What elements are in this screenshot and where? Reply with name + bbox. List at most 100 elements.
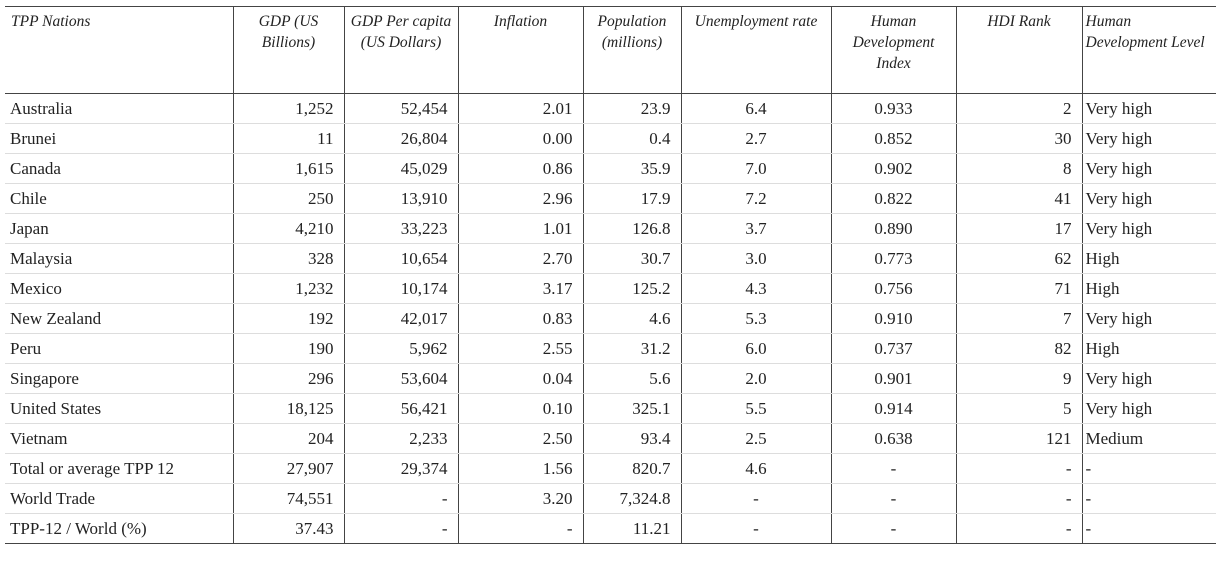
data-cell: 5 [955, 393, 1082, 424]
data-cell: 0.04 [457, 363, 583, 394]
data-cell: 30 [955, 123, 1082, 154]
data-cell: 8 [955, 153, 1082, 184]
data-cell: - [955, 483, 1082, 514]
column-header: Population (millions) [582, 6, 681, 94]
data-cell: 62 [955, 243, 1082, 274]
data-cell: 7,324.8 [582, 483, 681, 514]
nation-cell: United States [5, 393, 233, 424]
data-cell: Very high [1081, 363, 1216, 394]
nation-cell: Vietnam [5, 423, 233, 454]
nation-cell: Mexico [5, 273, 233, 304]
data-cell: High [1081, 243, 1216, 274]
data-cell: 2.01 [457, 93, 583, 124]
data-cell: 0.86 [457, 153, 583, 184]
data-cell: 0.737 [830, 333, 956, 364]
data-cell: 7.2 [680, 183, 831, 214]
data-cell: 0.00 [457, 123, 583, 154]
data-cell: 0.4 [582, 123, 681, 154]
data-cell: High [1081, 333, 1216, 364]
table-row: Malaysia 328 10,654 2.70 30.7 3.0 0.773 62 High [5, 243, 1216, 274]
data-cell: 17 [955, 213, 1082, 244]
nation-cell: Singapore [5, 363, 233, 394]
data-cell: 2.70 [457, 243, 583, 274]
column-header: HDI Rank [955, 6, 1082, 94]
data-cell: 820.7 [582, 453, 681, 484]
nation-cell: Brunei [5, 123, 233, 154]
data-cell: 0.10 [457, 393, 583, 424]
data-cell: 53,604 [343, 363, 458, 394]
nation-cell: World Trade [5, 483, 233, 514]
nation-cell: Total or average TPP 12 [5, 453, 233, 484]
data-cell: 1,252 [232, 93, 344, 124]
data-cell: 190 [232, 333, 344, 364]
table-row: Total or average TPP 12 27,907 29,374 1.56 8… [5, 453, 1216, 484]
data-cell: 204 [232, 423, 344, 454]
data-cell: 5.3 [680, 303, 831, 334]
column-header: TPP Nations [11, 13, 91, 30]
data-cell: 4.6 [582, 303, 681, 334]
data-cell: 11.21 [582, 513, 681, 544]
data-cell: - [830, 513, 956, 544]
data-cell: 37.43 [232, 513, 344, 544]
data-cell: 0.638 [830, 423, 956, 454]
table-row: Canada 1,615 45,029 0.86 35.9 7.0 0.902 8 Very h… [5, 153, 1216, 184]
data-cell: 52,454 [343, 93, 458, 124]
data-cell: 74,551 [232, 483, 344, 514]
table-body: Australia 1,252 52,454 2.01 23.9 6.4 0.933 2 Ver… [5, 93, 1216, 544]
nation-cell: Canada [5, 153, 233, 184]
data-cell: 2.7 [680, 123, 831, 154]
data-cell: 2,233 [343, 423, 458, 454]
data-cell: - [1081, 453, 1216, 484]
data-cell: 0.890 [830, 213, 956, 244]
data-cell: High [1081, 273, 1216, 304]
header-row: TPP Nations GDP (US Billions) GDP Per capi… [5, 6, 1216, 94]
data-cell: 26,804 [343, 123, 458, 154]
data-cell: 4,210 [232, 213, 344, 244]
data-cell: 0.773 [830, 243, 956, 274]
nation-cell: Australia [5, 93, 233, 124]
data-cell: 325.1 [582, 393, 681, 424]
data-cell: 0.83 [457, 303, 583, 334]
table-row: Vietnam 204 2,233 2.50 93.4 2.5 0.638 121 Medium [5, 423, 1216, 454]
data-cell: 121 [955, 423, 1082, 454]
data-cell: 1,615 [232, 153, 344, 184]
data-cell: 2.55 [457, 333, 583, 364]
data-cell: 10,654 [343, 243, 458, 274]
table-row: Peru 190 5,962 2.55 31.2 6.0 0.737 82 High [5, 333, 1216, 364]
data-cell: - [1081, 483, 1216, 514]
data-cell: 30.7 [582, 243, 681, 274]
table-row: Mexico 1,232 10,174 3.17 125.2 4.3 0.756 71 High [5, 273, 1216, 304]
table-row: TPP-12 / World (%) 37.43- -11.21- - - - [5, 513, 1216, 544]
data-cell: 13,910 [343, 183, 458, 214]
nation-cell: Chile [5, 183, 233, 214]
data-cell: - [680, 483, 831, 514]
nation-cell: TPP-12 / World (%) [5, 513, 233, 544]
data-cell: 5.6 [582, 363, 681, 394]
table-row: Australia 1,252 52,454 2.01 23.9 6.4 0.933 2 Ver… [5, 93, 1216, 124]
data-cell: 4.3 [680, 273, 831, 304]
data-cell: 29,374 [343, 453, 458, 484]
data-cell: - [955, 513, 1082, 544]
table-row: Chile 250 13,910 2.96 17.9 7.2 0.822 41 Very hig… [5, 183, 1216, 214]
data-cell: - [955, 453, 1082, 484]
data-cell: 6.4 [680, 93, 831, 124]
table-row: New Zealand 192 42,017 0.83 4.6 5.3 0.910 7 Very… [5, 303, 1216, 334]
data-cell: 2.96 [457, 183, 583, 214]
data-cell: 23.9 [582, 93, 681, 124]
data-cell: - [830, 453, 956, 484]
data-cell: 2.50 [457, 423, 583, 454]
data-cell: 0.822 [830, 183, 956, 214]
data-cell: 3.0 [680, 243, 831, 274]
data-cell: 2 [955, 93, 1082, 124]
column-header: Unemployment rate [680, 6, 831, 94]
data-cell: 192 [232, 303, 344, 334]
column-header: Human Development Index [830, 6, 956, 94]
table-row: Brunei 11 26,804 0.00 0.4 2.7 0.852 30 Very high [5, 123, 1216, 154]
data-cell: - [343, 483, 458, 514]
data-cell: - [1081, 513, 1216, 544]
data-cell: 56,421 [343, 393, 458, 424]
data-cell: 125.2 [582, 273, 681, 304]
data-cell: - [830, 483, 956, 514]
data-cell: 31.2 [582, 333, 681, 364]
